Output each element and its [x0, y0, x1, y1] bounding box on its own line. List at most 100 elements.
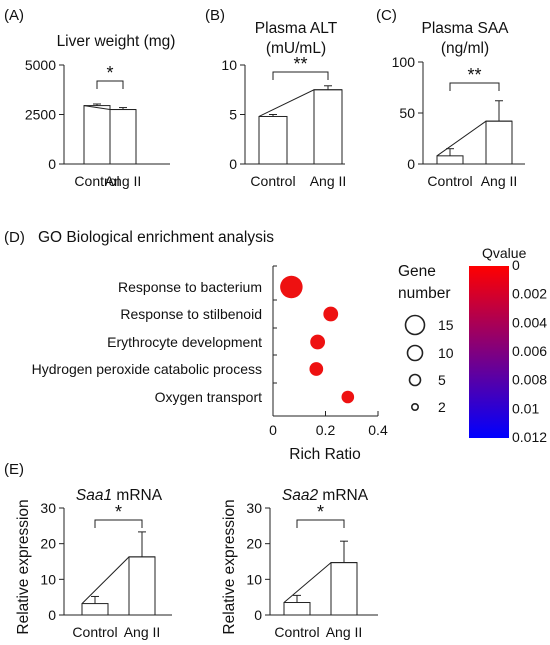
chart-saa2-mrna: Saa2 mRNA Relative expression 0 10 20 30 Contr…	[221, 487, 378, 640]
chart-plasma-alt: Plasma ALT (mU/mL) 0 5 10 Control Ang II **	[221, 20, 346, 189]
color-legend-tick-7: 0.012	[512, 429, 547, 445]
panel-d-xlabel: Rich Ratio	[289, 446, 361, 463]
panel-b-ytick-label: 5	[229, 107, 237, 123]
panel-b-trend-line	[258, 89, 342, 117]
panel-e2-title: Saa2 mRNA	[282, 487, 369, 504]
size-legend-circle-3	[408, 373, 422, 387]
color-legend-title: Qvalue	[482, 245, 527, 261]
panel-e2-ytick-label: 10	[246, 571, 262, 587]
panel-b-bar-2	[313, 89, 343, 165]
panel-e1-significance-bracket	[94, 519, 143, 528]
panel-e2-ytick-label: 0	[254, 607, 262, 623]
panel-d-category-label-3: Erythrocyte development	[107, 334, 262, 350]
panel-e1-bar-1	[81, 603, 109, 616]
panel-c-ytick-label: 0	[407, 156, 415, 172]
panel-c-bar-1	[436, 155, 464, 165]
panel-d-dot-5	[341, 390, 355, 404]
panel-label-c: (C)	[376, 7, 397, 24]
color-legend-bar	[469, 266, 509, 438]
panel-b-category-label-2: Ang II	[310, 173, 347, 189]
panel-d-xtick-label: 0.4	[368, 422, 388, 438]
panel-b-category-label-1: Control	[250, 173, 295, 189]
panel-e2-category-label-1: Control	[274, 624, 319, 640]
panel-a-bar-1	[83, 105, 111, 165]
panel-c-title-line-2: (ng/ml)	[441, 40, 489, 57]
chart-go-enrichment: 0 0.2 0.4 Response to bacterium Response to …	[32, 245, 548, 445]
panel-label-e: (E)	[4, 461, 24, 478]
panel-e1-bar-2	[128, 556, 156, 616]
panel-a-title: Liver weight (mg)	[57, 33, 176, 50]
panel-e2-bar-2	[330, 562, 358, 616]
panel-d-dot-2	[323, 306, 339, 322]
panel-a-ytick-label: 0	[48, 156, 56, 172]
panel-a-trend-line	[83, 105, 136, 111]
panel-e2-ytick-label: 20	[246, 536, 262, 552]
panel-label-b: (B)	[205, 7, 225, 24]
panel-d-xtick-label: 0.2	[316, 422, 336, 438]
panel-b-significance-bracket	[272, 71, 329, 80]
size-legend-circle-4	[410, 402, 419, 411]
panel-d-dot-3	[310, 334, 326, 350]
panel-e1-title: Saa1 mRNA	[76, 487, 163, 504]
size-legend-label-1: 15	[438, 317, 454, 333]
panel-c-ytick-label: 50	[399, 105, 415, 121]
panel-e1-significance-label: *	[115, 502, 122, 522]
color-legend-tick-2: 0.002	[512, 286, 547, 302]
color-legend-tick-6: 0.01	[512, 400, 539, 416]
size-legend-title-line-1: Gene	[398, 263, 436, 280]
panel-c-trend-line	[436, 120, 512, 157]
panel-e1-category-label-2: Ang II	[124, 624, 161, 640]
chart-saa1-mrna: Saa1 mRNA Relative expression 0 10 20 30 Contr…	[15, 487, 172, 640]
panel-c-bar-2	[485, 120, 513, 165]
panel-a-ytick-label: 5000	[25, 57, 56, 73]
panel-d-category-label-2: Response to stilbenoid	[120, 306, 262, 322]
panel-d-xtick-label: 0	[269, 422, 277, 438]
panel-e2-bar-1	[283, 602, 311, 616]
panel-d-category-label-5: Oxygen transport	[155, 389, 262, 405]
panel-c-ytick-label: 100	[392, 54, 416, 70]
panel-a-significance-bracket	[96, 80, 124, 89]
panel-b-ytick-label: 0	[229, 156, 237, 172]
panel-b-title-line-2: (mU/mL)	[266, 40, 326, 57]
panel-c-category-label-2: Ang II	[481, 173, 518, 189]
panel-label-a: (A)	[4, 7, 24, 24]
chart-plasma-saa: Plasma SAA (ng/ml) 0 50 100 Control Ang II **	[392, 20, 525, 189]
panel-c-significance-label: **	[467, 65, 481, 85]
panel-d-category-label-1: Response to bacterium	[118, 279, 262, 295]
panel-a-category-label-2: Ang II	[105, 173, 142, 189]
panel-e1-ytick-label: 30	[40, 500, 56, 516]
panel-e2-significance-bracket	[296, 519, 345, 528]
panel-c-title-line-1: Plasma SAA	[421, 20, 509, 37]
panel-b-bar-1	[258, 115, 288, 165]
panel-label-d: (D)	[4, 229, 25, 246]
panel-e2-ylabel: Relative expression	[221, 499, 238, 634]
panel-d-dot-1	[280, 275, 303, 299]
panel-d-category-label-4: Hydrogen peroxide catabolic process	[32, 361, 262, 377]
panel-d-dot-4	[309, 362, 324, 376]
color-legend-tick-1: 0	[512, 257, 520, 273]
panel-e1-ytick-label: 20	[40, 536, 56, 552]
panel-e1-ytick-label: 0	[48, 607, 56, 623]
panel-e1-category-label-1: Control	[72, 624, 117, 640]
panel-a-significance-label: *	[106, 63, 113, 83]
panel-a-bar-2	[109, 109, 137, 165]
panel-c-category-label-1: Control	[427, 173, 472, 189]
size-legend-label-4: 2	[438, 399, 446, 415]
panel-b-significance-label: **	[293, 54, 307, 74]
panel-e2-trend-line	[283, 562, 357, 603]
panel-e2-ytick-label: 30	[246, 500, 262, 516]
panel-a-ytick-label: 2500	[25, 107, 56, 123]
panel-b-title-line-1: Plasma ALT	[255, 20, 338, 37]
size-legend-label-3: 5	[438, 372, 446, 388]
panel-e1-trend-line	[81, 556, 155, 604]
size-legend-label-2: 10	[438, 345, 454, 361]
panel-e2-category-label-2: Ang II	[326, 624, 363, 640]
panel-e1-ylabel: Relative expression	[15, 499, 32, 634]
panel-d-title: GO Biological enrichment analysis	[38, 229, 274, 246]
panel-b-ytick-label: 10	[221, 57, 237, 73]
color-legend-tick-5: 0.008	[512, 372, 547, 388]
panel-a-category-label-1: Control	[74, 173, 119, 189]
size-legend-circle-1	[404, 314, 426, 336]
